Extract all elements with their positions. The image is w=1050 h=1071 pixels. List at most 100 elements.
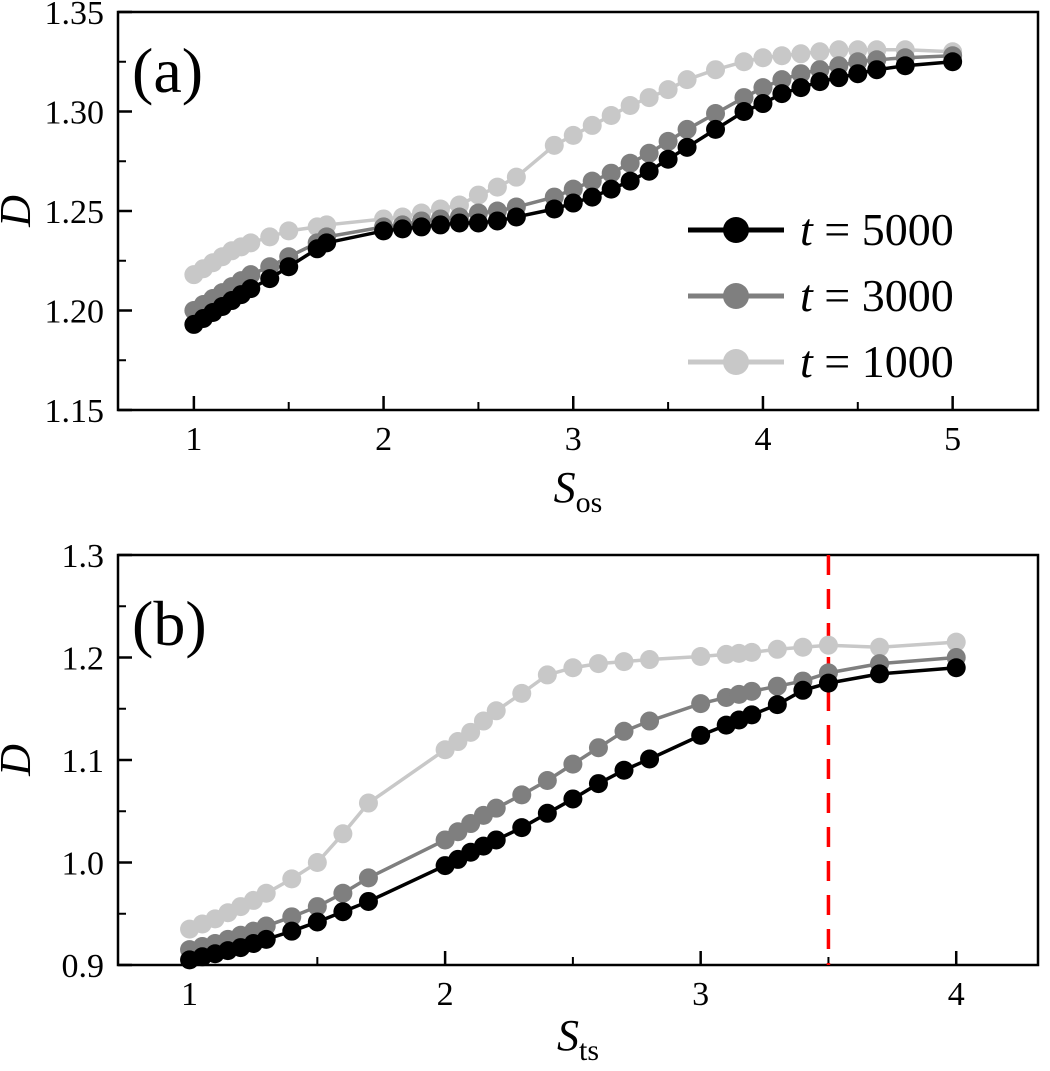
- data-point: [279, 257, 299, 277]
- x-tick-label: 5: [944, 421, 961, 458]
- data-point: [767, 676, 787, 696]
- data-point: [512, 785, 532, 805]
- data-point: [753, 48, 773, 68]
- data-point: [582, 187, 602, 207]
- data-point: [588, 738, 608, 758]
- y-axis-label: D: [0, 195, 40, 228]
- data-point: [279, 221, 299, 241]
- data-point: [544, 199, 564, 219]
- data-point: [588, 774, 608, 794]
- data-point: [620, 153, 640, 173]
- data-point: [487, 211, 507, 231]
- data-point: [706, 103, 726, 123]
- data-point: [486, 798, 506, 818]
- data-point: [358, 793, 378, 813]
- data-point: [946, 632, 966, 652]
- data-point: [639, 143, 659, 163]
- data-point: [333, 824, 353, 844]
- data-point: [753, 78, 773, 98]
- data-point: [614, 721, 634, 741]
- x-tick-label: 2: [375, 421, 392, 458]
- data-point: [870, 664, 890, 684]
- y-tick-label: 1.1: [62, 743, 105, 780]
- data-point: [943, 52, 963, 72]
- y-tick-label: 1.30: [45, 95, 105, 132]
- x-tick-label: 1: [181, 976, 198, 1013]
- data-point: [691, 646, 711, 666]
- data-point: [563, 125, 583, 145]
- data-point: [818, 635, 838, 655]
- data-point: [461, 722, 481, 742]
- legend-label: t = 1000: [800, 336, 954, 387]
- series-line: [189, 666, 957, 962]
- y-tick-label: 1.35: [45, 0, 105, 32]
- x-tick-label: 4: [754, 421, 771, 458]
- data-point: [639, 88, 659, 108]
- data-point: [588, 654, 608, 674]
- x-tick-label: 3: [565, 421, 582, 458]
- y-tick-label: 1.3: [62, 538, 105, 575]
- y-tick-label: 0.9: [62, 948, 105, 985]
- data-point: [601, 179, 621, 199]
- x-tick-label: 2: [437, 976, 454, 1013]
- x-axis-label: Sts: [557, 1011, 599, 1067]
- data-point: [742, 642, 762, 662]
- data-point: [658, 149, 678, 169]
- data-point: [256, 916, 276, 936]
- data-point: [563, 754, 583, 774]
- data-point: [620, 171, 640, 191]
- data-point: [706, 60, 726, 80]
- data-point: [870, 637, 890, 657]
- data-point: [829, 68, 849, 88]
- x-tick-label: 3: [692, 976, 709, 1013]
- data-point: [563, 193, 583, 213]
- data-point: [640, 711, 660, 731]
- panel-label: (a): [132, 35, 203, 106]
- y-tick-label: 1.0: [62, 846, 105, 883]
- data-point: [677, 119, 697, 139]
- data-point: [791, 64, 811, 84]
- data-point: [486, 830, 506, 850]
- data-point: [317, 233, 337, 253]
- data-point: [867, 60, 887, 80]
- x-tick-label: 4: [948, 976, 965, 1013]
- data-point: [506, 167, 526, 187]
- legend-label: t = 3000: [800, 270, 954, 321]
- panel-label: (b): [132, 588, 207, 659]
- data-point: [767, 639, 787, 659]
- y-tick-label: 1.15: [45, 393, 105, 430]
- data-point: [848, 64, 868, 84]
- data-point: [791, 44, 811, 64]
- chart-a: 1 2 3 4 5 1.15 1.20 1.25 1.30 1.35 (a) D Sos t = 5000…: [0, 0, 1040, 519]
- data-point: [772, 84, 792, 104]
- x-tick-label: 1: [185, 421, 202, 458]
- data-point: [734, 102, 754, 121]
- data-point: [506, 207, 526, 227]
- series-line: [188, 640, 957, 931]
- y-tick-label: 1.2: [62, 641, 105, 678]
- data-point: [412, 217, 432, 237]
- y-tick-label: 1.25: [45, 194, 105, 231]
- data-point: [333, 902, 353, 922]
- data-point: [358, 891, 378, 911]
- data-point: [449, 213, 469, 233]
- data-point: [753, 94, 773, 114]
- data-point: [829, 40, 849, 60]
- data-point: [468, 185, 488, 205]
- data-point: [767, 695, 787, 715]
- data-point: [563, 789, 583, 809]
- y-axis-label: D: [0, 744, 40, 777]
- data-point: [810, 72, 830, 92]
- data-point: [537, 665, 557, 685]
- data-point: [677, 70, 697, 90]
- data-point: [818, 673, 838, 693]
- data-point: [742, 705, 762, 725]
- data-point: [582, 171, 602, 191]
- data-point: [658, 80, 678, 100]
- data-point: [241, 265, 261, 285]
- data-point: [620, 96, 640, 116]
- data-point: [810, 42, 830, 62]
- data-point: [537, 803, 557, 823]
- data-point: [241, 233, 261, 253]
